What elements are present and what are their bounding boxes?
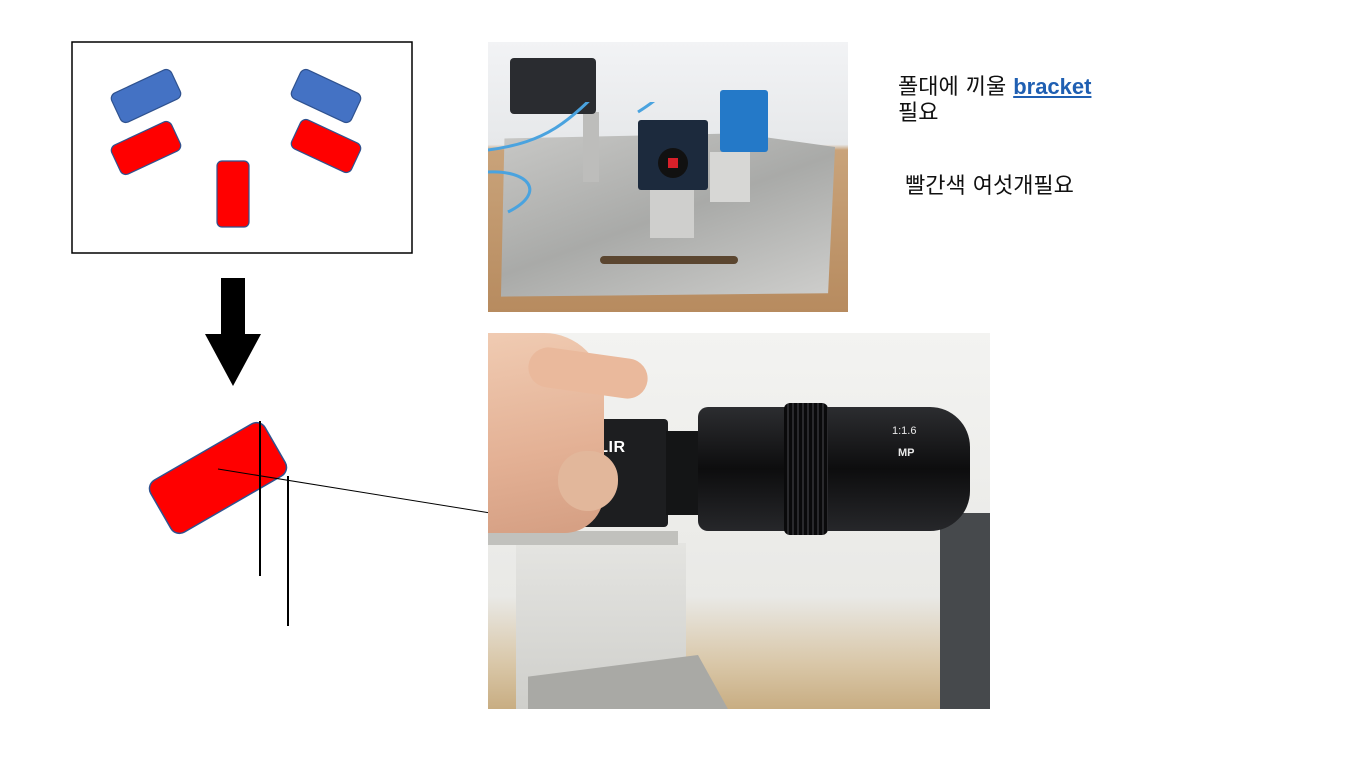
lens-mount [666, 431, 702, 515]
red-camera-right [290, 118, 362, 174]
blue-camera [720, 90, 768, 152]
plate-slot [600, 256, 738, 264]
plate-post [583, 112, 599, 182]
thumb [558, 451, 618, 511]
red-camera-count-note: 빨간색 여섯개필요 [905, 174, 1074, 199]
tilted-red-camera [148, 421, 288, 535]
bracket-link[interactable]: bracket [1013, 74, 1092, 99]
bracket-note-prefix: 폴대에 끼울 [898, 75, 1014, 100]
bracket-note-line2: 필요 [898, 101, 939, 126]
focus-ring [784, 403, 828, 535]
front-camera [638, 120, 708, 190]
black-camera [510, 58, 596, 114]
camera-lens [698, 407, 970, 531]
background-equipment [940, 513, 990, 709]
camera-rig-photo [488, 42, 848, 312]
plate-bracket [710, 152, 750, 202]
ethernet-cable [488, 102, 655, 214]
mounting-bracket [488, 531, 678, 545]
red-camera-center [216, 160, 250, 228]
flir-camera-photo: FLIR 1:1.6 MP [488, 333, 990, 709]
blue-camera-right [290, 68, 362, 124]
sensor-dot [668, 158, 678, 168]
down-arrow-icon [205, 278, 261, 386]
bracket-note: 폴대에 끼울 bracket 필요 [898, 74, 1091, 127]
lens-aperture-text: 1:1.6 [892, 425, 917, 437]
blue-camera-left [110, 68, 182, 124]
red-camera-left [110, 120, 182, 176]
lens-mp-text: MP [898, 447, 915, 459]
camera-stand [650, 190, 694, 238]
